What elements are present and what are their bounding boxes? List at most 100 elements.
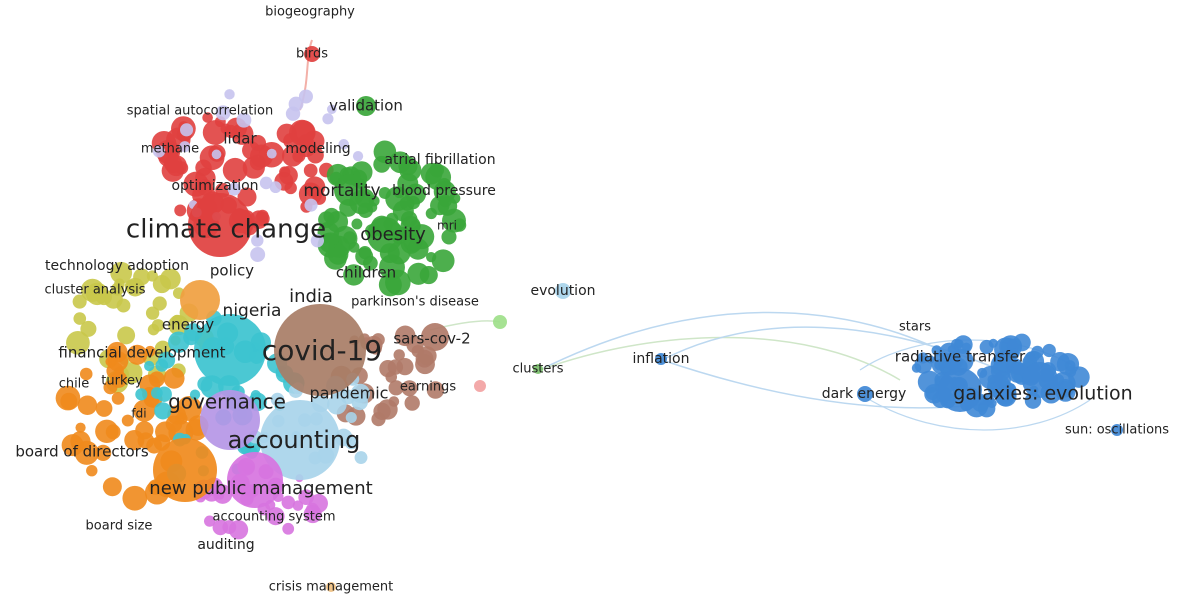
node	[231, 122, 254, 145]
node	[156, 386, 172, 402]
node	[137, 432, 155, 449]
node	[95, 444, 112, 461]
node	[326, 582, 336, 592]
node	[202, 112, 213, 123]
node	[367, 217, 403, 253]
node	[304, 46, 320, 62]
node-label: children	[336, 264, 396, 282]
node	[164, 154, 183, 173]
node	[188, 193, 252, 257]
node-label: mri	[437, 219, 457, 233]
node	[145, 306, 160, 320]
node	[323, 207, 340, 225]
node	[437, 177, 451, 192]
node-label: cluster analysis	[45, 283, 146, 298]
node	[117, 326, 136, 345]
node	[955, 339, 964, 348]
node-label: validation	[329, 97, 403, 115]
node	[322, 113, 334, 125]
node	[227, 182, 241, 196]
node	[1022, 362, 1058, 398]
node	[288, 96, 304, 112]
node	[242, 156, 265, 179]
node-label: atrial fibrillation	[384, 152, 495, 168]
node	[144, 345, 156, 357]
node	[66, 330, 90, 355]
node	[987, 398, 997, 409]
node	[431, 249, 455, 273]
node	[1065, 366, 1077, 378]
node	[152, 145, 166, 158]
node-label: technology adoption	[45, 258, 189, 274]
node	[144, 360, 155, 372]
node	[369, 342, 382, 355]
node-label: birds	[296, 47, 328, 62]
node	[421, 323, 449, 351]
node	[158, 351, 176, 369]
node	[343, 231, 357, 245]
node	[197, 376, 213, 392]
node	[155, 421, 176, 442]
node	[105, 356, 116, 367]
labels: biogeography birds spatial autocorrelation…	[15, 5, 1169, 595]
node	[151, 319, 165, 332]
node	[310, 234, 325, 248]
node	[110, 370, 128, 388]
node	[260, 400, 340, 480]
node	[378, 273, 402, 297]
node	[73, 312, 87, 325]
node	[533, 364, 543, 374]
node	[857, 386, 873, 402]
node	[195, 167, 216, 189]
node	[146, 270, 158, 282]
node	[350, 383, 370, 404]
node	[354, 451, 368, 464]
edge	[539, 311, 961, 371]
node-label: methane	[141, 142, 199, 157]
node	[1042, 343, 1056, 358]
node	[914, 355, 933, 374]
node	[250, 389, 261, 401]
node-label: blood pressure	[392, 183, 496, 199]
node	[411, 344, 425, 358]
node	[555, 283, 571, 299]
node	[111, 391, 125, 405]
node	[236, 112, 252, 128]
node	[404, 395, 420, 411]
node	[334, 174, 366, 206]
node	[91, 288, 102, 299]
node	[1050, 352, 1070, 372]
node-label: spatial autocorrelation	[127, 104, 273, 119]
node-label: parkinson's disease	[351, 295, 479, 310]
node-label: galaxies: evolution	[953, 383, 1132, 405]
node	[345, 411, 357, 424]
node	[283, 132, 299, 149]
node-label: india	[289, 286, 333, 307]
node-label: stars	[899, 320, 931, 335]
node	[77, 395, 98, 416]
node	[401, 380, 418, 397]
node-label: dark energy	[822, 386, 907, 402]
node	[387, 359, 404, 375]
node	[215, 105, 231, 121]
node	[377, 399, 398, 420]
node	[429, 162, 445, 178]
node	[228, 520, 249, 540]
node	[373, 155, 391, 173]
node	[358, 245, 372, 260]
node	[474, 380, 486, 392]
node-label: accounting system	[212, 510, 335, 525]
node-label: evolution	[530, 283, 595, 299]
node	[303, 163, 318, 178]
node	[426, 251, 437, 263]
node	[441, 229, 457, 245]
node-label: radiative transfer	[895, 348, 1026, 366]
node-label: new public management	[149, 478, 372, 499]
node	[393, 187, 405, 199]
node	[270, 392, 285, 407]
node	[110, 261, 133, 284]
edge	[539, 336, 901, 381]
node	[95, 400, 113, 417]
node-label: accounting	[228, 426, 361, 454]
node	[211, 149, 222, 160]
